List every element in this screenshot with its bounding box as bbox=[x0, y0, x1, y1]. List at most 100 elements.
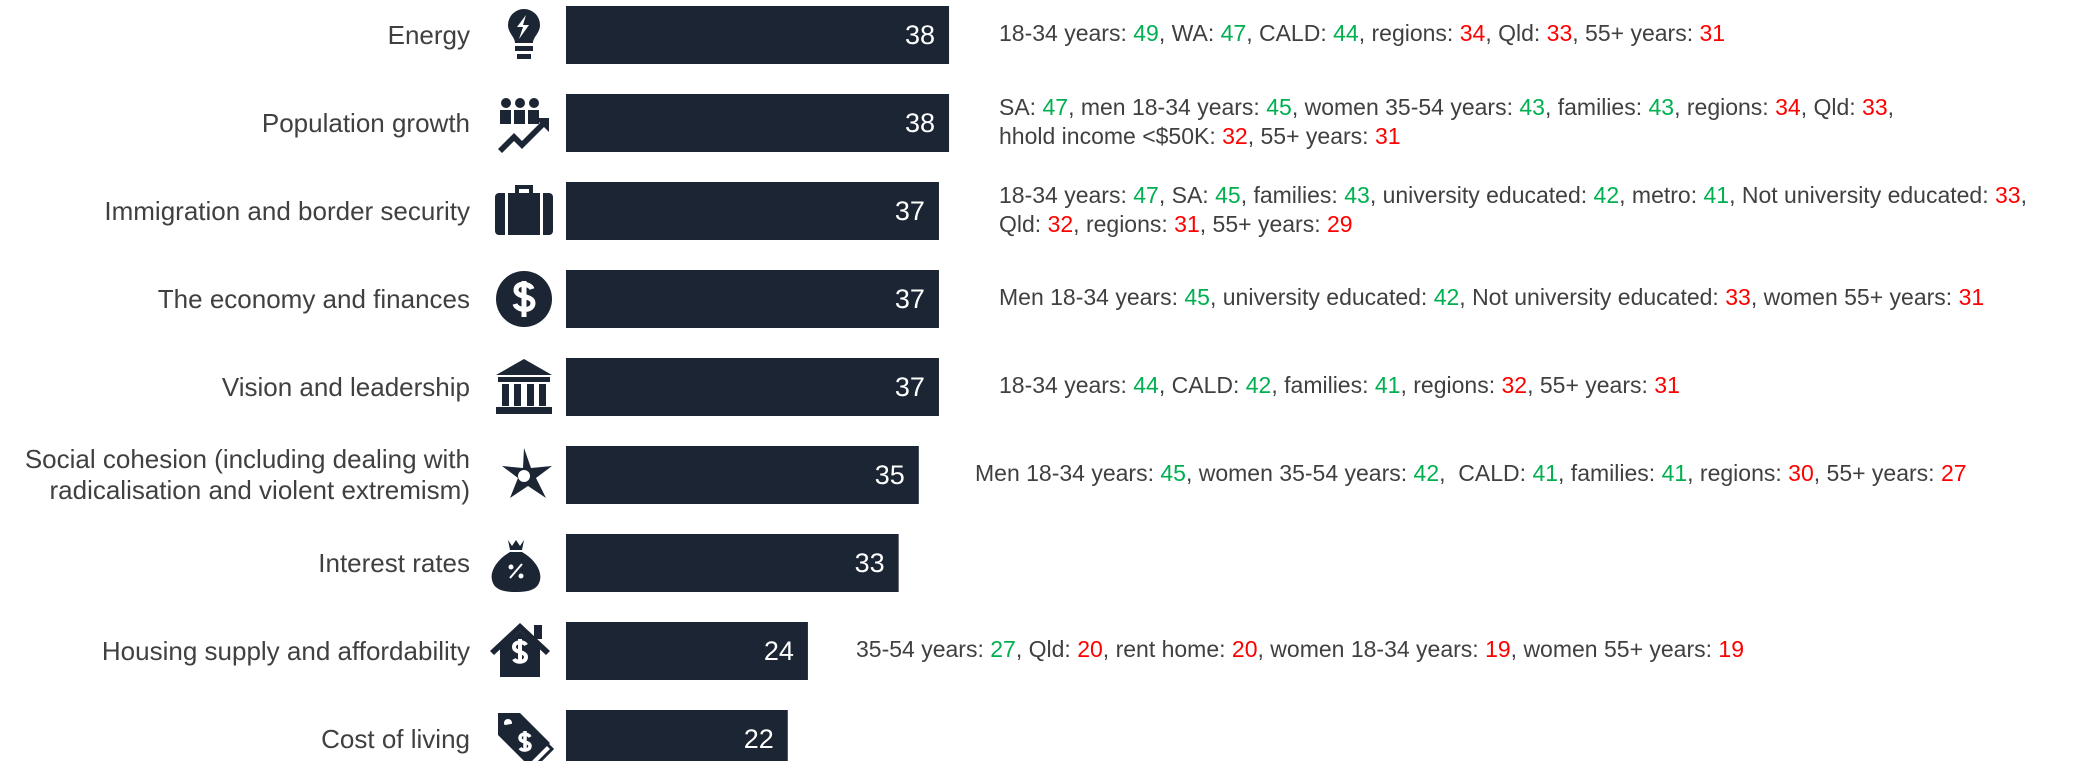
annotation-value: 43 bbox=[1648, 93, 1675, 120]
annotation-value: 30 bbox=[1788, 460, 1814, 486]
annotation-text: , Qld: bbox=[1800, 93, 1863, 120]
annotation-text: , CALD: bbox=[1246, 20, 1334, 46]
annotation-value: 32 bbox=[1501, 372, 1528, 398]
icon-cohesion bbox=[502, 448, 552, 498]
annotation-value: 42 bbox=[1413, 460, 1440, 486]
icon-tag bbox=[498, 713, 555, 761]
annotation-value: 45 bbox=[1215, 181, 1241, 208]
annotation-text: , Qld: bbox=[1015, 636, 1078, 662]
annotation-value: 47 bbox=[1133, 181, 1159, 208]
annotation-value: 32 bbox=[1222, 122, 1248, 149]
annotation-value: 41 bbox=[1661, 460, 1688, 486]
annotation-text: Men 18-34 years: bbox=[999, 284, 1185, 310]
annotation-line: 18-34 years: 44, CALD: 42, families: 41,… bbox=[999, 371, 1680, 400]
annotation-text: , CALD: bbox=[1439, 460, 1533, 486]
value-label: 37 bbox=[895, 372, 925, 402]
annotation-text: , regions: bbox=[1073, 210, 1175, 237]
category-label: Interest rates bbox=[318, 547, 470, 578]
annotation-text: 18-34 years: bbox=[999, 372, 1134, 398]
annotation-value: 20 bbox=[1077, 636, 1103, 662]
annotation-text: , families: bbox=[1558, 460, 1662, 486]
annotation-value: 33 bbox=[1725, 284, 1751, 310]
annotation-value: 41 bbox=[1532, 460, 1559, 486]
category-label: Social cohesion (including dealing with … bbox=[24, 444, 470, 505]
annotation-line: Men 18-34 years: 45, university educated… bbox=[999, 283, 1984, 312]
icon-money-bag bbox=[491, 540, 541, 592]
annotation-text: , families: bbox=[1271, 372, 1375, 398]
annotation-value: 19 bbox=[1485, 636, 1511, 662]
annotation-text: , regions: bbox=[1400, 372, 1502, 398]
category-label: The economy and finances bbox=[157, 283, 470, 314]
annotation-text: , 55+ years: bbox=[1199, 210, 1327, 237]
annotation-text: , women 35-54 years: bbox=[1291, 93, 1520, 120]
annotation-line: 18-34 years: 47, SA: 45, families: 43, u… bbox=[999, 181, 2027, 210]
value-label: 33 bbox=[855, 548, 885, 578]
annotation-value: 45 bbox=[1184, 284, 1210, 310]
annotation-value: 29 bbox=[1326, 210, 1353, 237]
annotation-text: , bbox=[2020, 181, 2027, 208]
icon-population bbox=[498, 98, 549, 153]
annotation-text: , families: bbox=[1544, 93, 1649, 120]
annotation-text: , metro: bbox=[1619, 181, 1704, 208]
value-label: 38 bbox=[905, 20, 935, 50]
annotation-line: 35-54 years: 27, Qld: 20, rent home: 20,… bbox=[856, 635, 1744, 664]
annotation-value: 47 bbox=[1042, 93, 1069, 120]
annotation-text: , university educated: bbox=[1369, 181, 1594, 208]
annotation-text: , families: bbox=[1240, 181, 1345, 208]
bar bbox=[566, 358, 939, 416]
annotation-value: 27 bbox=[990, 636, 1016, 662]
category-label: Population growth bbox=[261, 107, 470, 138]
annotation-text: , CALD: bbox=[1158, 372, 1246, 398]
bar bbox=[566, 6, 950, 64]
icon-house bbox=[490, 623, 550, 677]
annotation-line: Men 18-34 years: 45, women 35-54 years: … bbox=[975, 459, 1967, 488]
annotation-text: 35-54 years: bbox=[856, 636, 991, 662]
bar bbox=[566, 622, 808, 680]
annotation-value: 20 bbox=[1231, 636, 1258, 662]
annotation-text: , SA: bbox=[1158, 181, 1216, 208]
annotation-text: 18-34 years: bbox=[999, 20, 1134, 46]
annotation-text: , women 55+ years: bbox=[1750, 284, 1959, 310]
annotation-text: , women 55+ years: bbox=[1510, 636, 1719, 662]
annotation-value: 33 bbox=[1546, 20, 1573, 46]
annotation-value: 43 bbox=[1519, 93, 1545, 120]
category-label: Cost of living bbox=[321, 723, 470, 754]
annotation-text: , Not university educated: bbox=[1729, 181, 1996, 208]
icons bbox=[490, 9, 555, 761]
annotation-value: 45 bbox=[1160, 460, 1186, 486]
annotation-text: , university educated: bbox=[1209, 284, 1434, 310]
annotation-value: 41 bbox=[1374, 372, 1401, 398]
annotation-text: , rent home: bbox=[1102, 636, 1232, 662]
annotation-line: hhold income <$50K: 32, 55+ years: 31 bbox=[999, 122, 1401, 151]
annotation-value: 19 bbox=[1718, 636, 1745, 662]
annotation-value: 34 bbox=[1775, 93, 1801, 120]
bar bbox=[566, 182, 939, 240]
category-label: Housing supply and affordability bbox=[101, 635, 470, 666]
annotation-text: , 55+ years: bbox=[1813, 460, 1941, 486]
annotation-value: 49 bbox=[1133, 20, 1159, 46]
annotation-text: Men 18-34 years: bbox=[975, 460, 1161, 486]
icon-energy bbox=[508, 9, 540, 59]
annotation-value: 42 bbox=[1245, 372, 1272, 398]
value-label: 22 bbox=[744, 724, 774, 754]
annotation-value: 42 bbox=[1433, 284, 1460, 310]
annotation-value: 41 bbox=[1703, 181, 1730, 208]
icon-economy bbox=[496, 271, 552, 327]
annotation-text: , WA: bbox=[1158, 20, 1221, 46]
annotation-value: 33 bbox=[1995, 181, 2021, 208]
annotation-line: Qld: 32, regions: 31, 55+ years: 29 bbox=[999, 210, 1353, 239]
category-label: Vision and leadership bbox=[221, 371, 470, 402]
annotation-text: , Qld: bbox=[1485, 20, 1547, 46]
annotation-line: SA: 47, men 18-34 years: 45, women 35-54… bbox=[999, 93, 1894, 122]
bar bbox=[566, 534, 899, 592]
annotation-value: 31 bbox=[1374, 122, 1401, 149]
bar bbox=[566, 446, 919, 504]
icon-building bbox=[496, 359, 552, 414]
annotation-value: 45 bbox=[1266, 93, 1292, 120]
bar bbox=[566, 94, 950, 152]
annotation-text: , women 18-34 years: bbox=[1257, 636, 1486, 662]
annotation-text: , regions: bbox=[1674, 93, 1776, 120]
value-label: 24 bbox=[764, 636, 794, 666]
value-label: 38 bbox=[905, 108, 935, 138]
